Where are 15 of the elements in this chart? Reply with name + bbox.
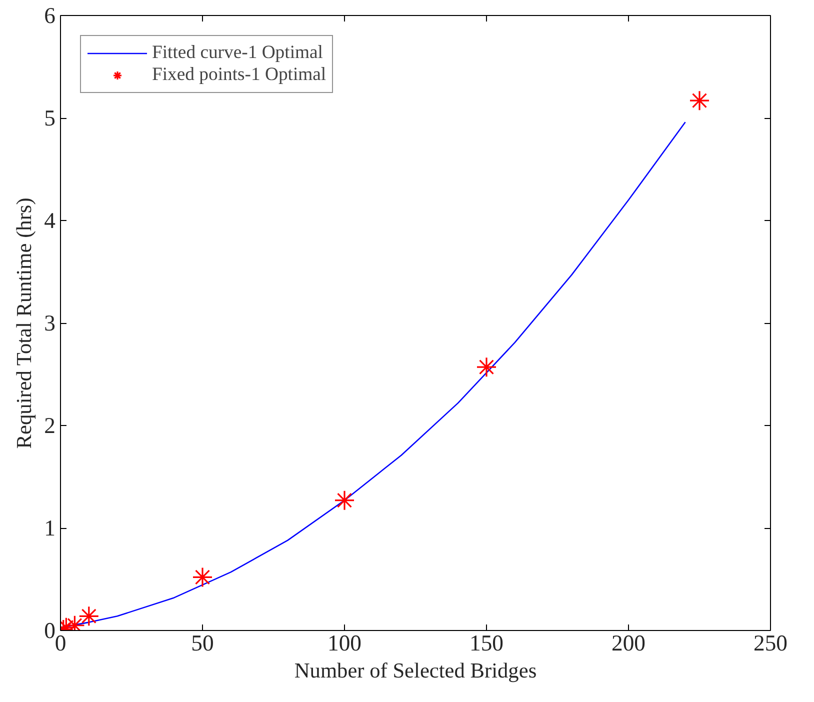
- x-tick-label: 100: [328, 630, 362, 656]
- y-tick-label: 5: [44, 106, 56, 130]
- legend-label: Fixed points-1 Optimal: [152, 64, 326, 86]
- y-tick-label: 4: [44, 208, 56, 233]
- x-tick-label: 50: [191, 630, 214, 656]
- x-tick-label: 200: [612, 630, 646, 656]
- x-axis-title: Number of Selected Bridges: [294, 658, 537, 682]
- y-tick-label: 1: [44, 516, 56, 540]
- y-tick-label: 2: [44, 413, 56, 438]
- x-tick-label: 150: [470, 630, 504, 656]
- legend-label: Fitted curve-1 Optimal: [152, 42, 323, 64]
- y-tick-label: 6: [44, 3, 56, 28]
- y-axis-title: Required Total Runtime (hrs): [12, 198, 36, 449]
- y-tick-label: 3: [44, 310, 56, 336]
- x-tick-label: 250: [754, 630, 788, 656]
